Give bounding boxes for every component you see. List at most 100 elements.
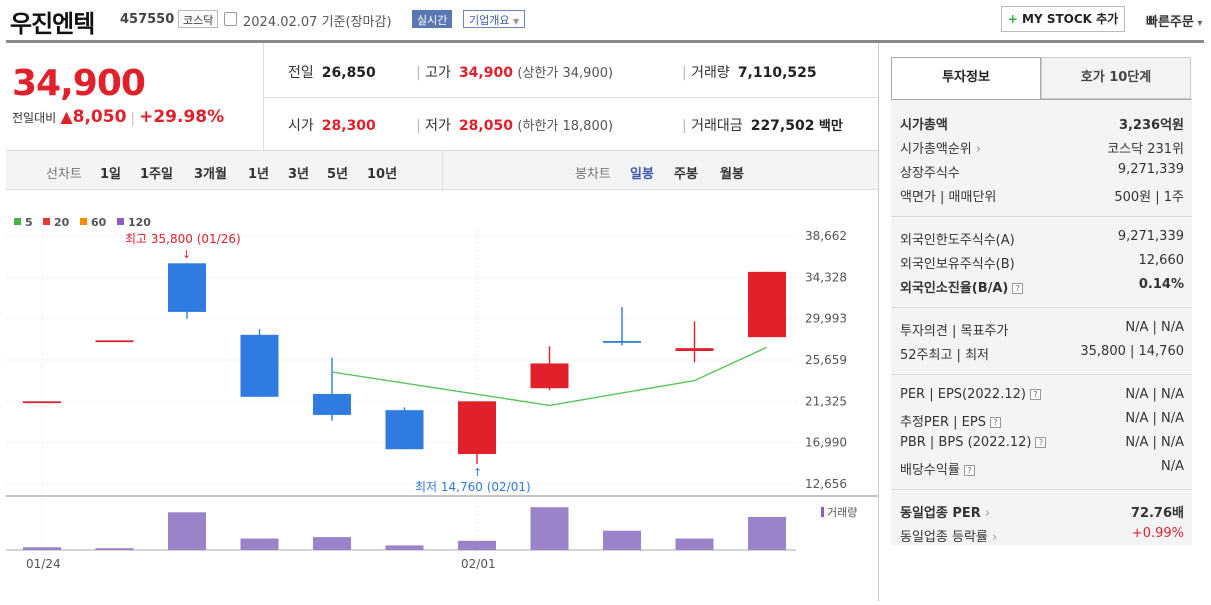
- quick-order-dropdown[interactable]: 빠른주문 ▾: [1146, 15, 1203, 30]
- info-value: N/A | N/A: [1125, 387, 1184, 402]
- info-row: 시가총액 3,236억원: [900, 114, 1184, 136]
- price-change: 전일대비 ▲8,050 | +29.98%: [12, 107, 225, 127]
- candle-body: [530, 363, 569, 389]
- volume-bar: [530, 507, 569, 550]
- candle-body: [313, 393, 351, 415]
- info-value: 72.76배: [1130, 506, 1184, 521]
- divider: [264, 97, 878, 98]
- info-row: PER | EPS(2022.12)? N/A | N/A: [900, 387, 1184, 409]
- divider: [878, 43, 879, 601]
- volume-bar: [95, 548, 134, 550]
- mystock-add-button[interactable]: + MY STOCK 추가: [1001, 6, 1125, 32]
- y-tick-label: 38,662: [805, 229, 847, 243]
- chart-area[interactable]: 38,662 34,328 29,993 25,659 21,325 16,990 12,6…: [6, 190, 878, 601]
- info-label: 액면가 | 매매단위: [900, 190, 997, 205]
- period-1y[interactable]: 1년: [248, 167, 270, 182]
- info-value: N/A | N/A: [1125, 320, 1184, 335]
- up-arrow-icon: ▲: [60, 107, 73, 126]
- stock-code: 457550: [120, 12, 175, 27]
- stat-low: | 저가 28,050 (하한가 18,800): [416, 118, 614, 134]
- info-value: 9,271,339: [1117, 229, 1184, 244]
- info-row: 액면가 | 매매단위 500원 | 1주: [900, 186, 1184, 208]
- info-row: 외국인보유주식수(B) 12,660: [900, 253, 1184, 275]
- calendar-icon: [224, 12, 237, 26]
- info-row: 추정PER | EPS? N/A | N/A: [900, 411, 1184, 433]
- period-10y[interactable]: 10년: [367, 167, 398, 182]
- candle-weekly[interactable]: 주봉: [674, 167, 698, 182]
- info-label: 시가총액: [900, 118, 948, 133]
- divider: [6, 40, 1204, 43]
- volume-bar: [458, 540, 496, 550]
- info-label: 외국인소진율(B/A): [900, 281, 1009, 296]
- info-value: N/A | N/A: [1125, 411, 1184, 426]
- y-tick-label: 16,990: [805, 436, 847, 450]
- info-value: 3,236억원: [1118, 118, 1184, 133]
- divider: [891, 216, 1192, 217]
- period-3m[interactable]: 3개월: [194, 167, 227, 182]
- candle-daily[interactable]: 일봉: [630, 167, 654, 182]
- help-icon[interactable]: ?: [1012, 283, 1024, 294]
- price-box: 34,900 전일대비 ▲8,050 | +29.98%: [6, 43, 264, 150]
- period-1d[interactable]: 1일: [100, 167, 122, 182]
- volume-bar: [313, 537, 351, 550]
- info-row: 52주최고 | 최저 35,800 | 14,760: [900, 344, 1184, 366]
- volume-legend-swatch: [821, 507, 824, 517]
- info-row: 동일업종 PER › 72.76배: [900, 502, 1184, 524]
- period-1w[interactable]: 1주일: [140, 167, 173, 182]
- chevron-right-icon[interactable]: ›: [987, 530, 998, 545]
- volume-bar: [385, 545, 424, 550]
- info-row: 외국인한도주식수(A) 9,271,339: [900, 229, 1184, 251]
- help-icon[interactable]: ?: [963, 465, 975, 476]
- candle-body: [748, 271, 786, 338]
- volume-bar: [23, 547, 61, 550]
- y-tick-label: 29,993: [805, 312, 847, 326]
- legend-swatch: [117, 218, 124, 225]
- y-tick-label: 25,659: [805, 353, 847, 367]
- info-row: 동일업종 등락률 › +0.99%: [900, 526, 1184, 548]
- current-price: 34,900: [12, 63, 146, 104]
- volume-bar: [748, 516, 786, 550]
- info-value: 35,800 | 14,760: [1080, 344, 1184, 359]
- help-icon[interactable]: ?: [1035, 437, 1047, 448]
- period-3y[interactable]: 3년: [288, 167, 310, 182]
- candle-monthly[interactable]: 월봉: [720, 167, 744, 182]
- chevron-right-icon[interactable]: ›: [971, 142, 982, 157]
- stat-amount: | 거래대금 227,502 백만: [682, 118, 843, 134]
- x-tick-label: 02/01: [461, 557, 496, 571]
- info-label: PER | EPS(2022.12): [900, 387, 1026, 402]
- divider: [891, 374, 1192, 375]
- candle-chart[interactable]: 38,662 34,328 29,993 25,659 21,325 16,990 12,6…: [6, 190, 878, 601]
- stock-name: 우진엔텍: [10, 10, 95, 38]
- info-row: 배당수익률? N/A: [900, 459, 1184, 481]
- tab-invest-info[interactable]: 투자정보: [891, 57, 1041, 99]
- info-row: PBR | BPS (2022.12)? N/A | N/A: [900, 435, 1184, 457]
- stat-open: 시가 28,300: [288, 118, 376, 134]
- company-info-dropdown[interactable]: 기업개요 ▼: [463, 10, 526, 28]
- info-label: 배당수익률: [900, 463, 960, 478]
- legend-swatch: [80, 218, 87, 225]
- help-icon[interactable]: ?: [1029, 389, 1041, 400]
- high-annotation: 최고 35,800 (01/26): [125, 232, 241, 246]
- candle-body: [458, 401, 496, 455]
- candle-body: [168, 263, 206, 312]
- info-label: PBR | BPS (2022.12): [900, 435, 1032, 450]
- divider: [891, 489, 1192, 490]
- chevron-right-icon[interactable]: ›: [980, 506, 991, 521]
- info-row: 외국인소진율(B/A)? 0.14%: [900, 277, 1184, 299]
- info-row: 투자의견 | 목표주가 N/A | N/A: [900, 320, 1184, 342]
- x-tick-label: 01/24: [26, 557, 61, 571]
- candle-chart-label: 봉차트: [575, 167, 611, 182]
- header: 우진엔텍 457550 코스닥 2024.02.07 기준(장마감) 실시간 기…: [0, 0, 1211, 40]
- realtime-button[interactable]: 실시간: [412, 10, 453, 28]
- info-value: N/A | N/A: [1125, 435, 1184, 450]
- help-icon[interactable]: ?: [989, 417, 1001, 428]
- stat-volume: | 거래량 7,110,525: [682, 65, 817, 81]
- divider: [442, 150, 443, 190]
- stats-grid: 전일 26,850 | 고가 34,900 (상한가 34,900) | 거래량 7,…: [264, 43, 878, 150]
- tab-quote-10[interactable]: 호가 10단계: [1041, 57, 1191, 99]
- info-row: 시가총액순위 › 코스닥 231위: [900, 138, 1184, 160]
- candle-body: [385, 410, 424, 450]
- period-5y[interactable]: 5년: [327, 167, 349, 182]
- info-label: 동일업종 등락률: [900, 530, 988, 545]
